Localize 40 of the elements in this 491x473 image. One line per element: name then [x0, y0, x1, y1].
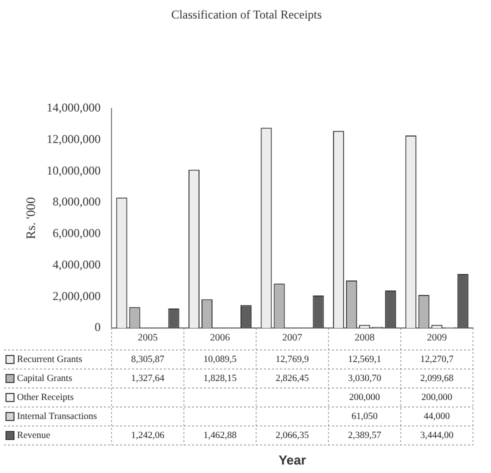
y-tick-label: 8,000,000 [52, 194, 101, 209]
data-label: 3,444,00 [420, 431, 454, 441]
data-label: 10,089,5 [203, 355, 237, 365]
legend-label: Capital Grants [17, 374, 72, 384]
y-tick-label: 0 [94, 320, 101, 334]
x-tick-label: 2005 [138, 332, 158, 344]
x-tick-label: 2009 [426, 332, 447, 344]
legend-label: Revenue [17, 431, 50, 441]
data-label: 2,099,68 [420, 374, 454, 384]
text: Year [278, 452, 306, 468]
legend-label: Recurrent Grants [17, 355, 82, 365]
chart-title: Classification of Total Receipts [171, 7, 322, 22]
y-tick-label: 6,000,000 [52, 226, 101, 240]
legend-label: Internal Transactions [17, 412, 98, 422]
data-label: 2,826,45 [276, 374, 310, 384]
y-tick-label: 10,000,000 [46, 163, 101, 178]
data-label: 2,389,57 [348, 431, 382, 441]
data-label: 44,000 [424, 412, 450, 422]
data-label: 8,305,87 [131, 355, 165, 365]
data-label: 200,000 [421, 393, 453, 403]
data-label: 1,327,64 [131, 374, 165, 384]
y-tick-label: 12,000,000 [46, 132, 101, 146]
data-label: 1,828,15 [203, 374, 237, 384]
y-tick-label: 4,000,000 [52, 257, 101, 272]
x-tick-label: 2007 [282, 332, 302, 344]
y-tick-label: 2,000,000 [52, 288, 101, 303]
y-axis-title: Rs. '000 [23, 197, 38, 240]
data-label: 1,462,88 [203, 431, 237, 441]
data-label: 12,569,1 [348, 355, 382, 365]
data-label: 61,050 [352, 412, 378, 422]
x-tick-label: 2006 [210, 332, 230, 344]
legend-label: Other Receipts [17, 393, 74, 403]
data-label: 1,242,06 [131, 431, 165, 441]
y-tick-label: 14,000,000 [46, 100, 101, 115]
data-label: 3,030,70 [348, 374, 382, 384]
data-label: 12,769,9 [276, 355, 310, 365]
data-label: 200,000 [349, 393, 380, 403]
data-label: 2,066,35 [276, 431, 310, 441]
x-tick-label: 2008 [354, 332, 375, 344]
data-label: 12,270,7 [420, 355, 454, 365]
